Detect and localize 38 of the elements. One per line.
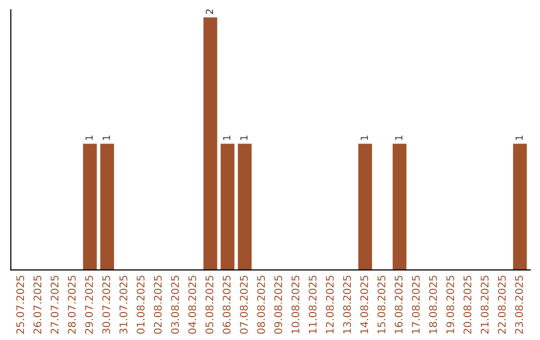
data-label: 1 xyxy=(223,136,230,140)
data-label: 1 xyxy=(516,136,523,140)
data-label: 2 xyxy=(206,9,214,14)
x-tick-label: 11.08.2025 xyxy=(308,276,317,334)
x-tick-label: 23.08.2025 xyxy=(515,276,523,334)
x-tick-label: 10.08.2025 xyxy=(291,276,300,334)
x-tick-label: 07.08.2025 xyxy=(240,276,248,334)
x-tick-label: 12.08.2025 xyxy=(326,276,334,334)
x-tick-label: 25.07.2025 xyxy=(16,276,24,334)
x-tick-label: 09.08.2025 xyxy=(274,276,282,334)
x-tick-label: 18.08.2025 xyxy=(429,276,437,334)
data-label: 1 xyxy=(86,136,93,140)
x-tick-label: 14.08.2025 xyxy=(360,276,368,334)
x-tick-label: 03.08.2025 xyxy=(171,276,179,334)
x-tick-label: 21.08.2025 xyxy=(480,276,489,334)
x-tick-label: 15.08.2025 xyxy=(377,276,386,334)
x-tick-label: 22.08.2025 xyxy=(498,276,506,334)
x-tick-label: 06.08.2025 xyxy=(222,276,231,334)
x-tick-label: 27.07.2025 xyxy=(50,276,59,334)
x-tick-label: 30.07.2025 xyxy=(102,276,110,334)
data-label: 1 xyxy=(360,136,368,140)
x-tick-label: 20.08.2025 xyxy=(464,276,472,334)
x-tick-label: 02.08.2025 xyxy=(154,276,162,334)
x-tick-label: 16.08.2025 xyxy=(394,276,403,334)
x-tick-label: 17.08.2025 xyxy=(412,276,420,334)
x-tick-label: 08.08.2025 xyxy=(257,276,265,334)
x-tick-label: 29.07.2025 xyxy=(85,276,93,334)
x-tick-label: 31.07.2025 xyxy=(119,276,128,334)
x-tick-label: 05.08.2025 xyxy=(205,276,214,334)
x-tick-label: 28.07.2025 xyxy=(68,276,76,334)
data-label: 1 xyxy=(395,136,402,140)
data-label: 1 xyxy=(240,136,248,140)
data-label: 1 xyxy=(102,136,110,140)
x-tick-label: 26.07.2025 xyxy=(33,276,42,334)
x-tick-label: 04.08.2025 xyxy=(188,276,196,334)
x-tick-label: 19.08.2025 xyxy=(446,276,454,334)
x-tick-label: 13.08.2025 xyxy=(343,276,351,334)
x-tick-label: 01.08.2025 xyxy=(136,276,145,334)
